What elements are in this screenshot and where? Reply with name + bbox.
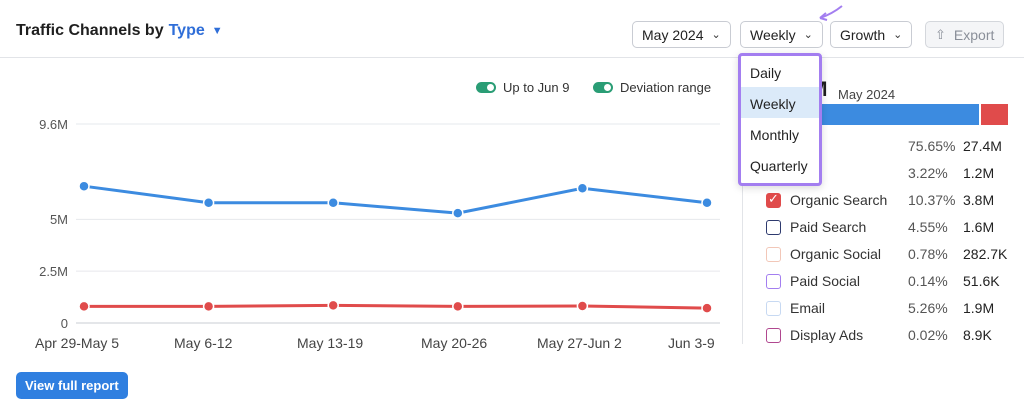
share-segment-organic-search (981, 104, 1008, 125)
data-point[interactable] (452, 300, 464, 313)
data-point[interactable] (202, 197, 215, 209)
export-button[interactable]: ⇧ Export (925, 21, 1005, 48)
channel-checkbox[interactable] (766, 191, 781, 208)
granularity-dropdown-label: Weekly (750, 26, 796, 43)
data-point[interactable] (576, 182, 589, 195)
granularity-menu: Daily Weekly Monthly Quarterly (738, 53, 822, 186)
summary-month: May 2024 (838, 87, 896, 102)
channel-checkbox[interactable] (766, 220, 781, 235)
channel-value: 1.9M (963, 300, 995, 316)
data-point[interactable] (78, 300, 90, 313)
channel-checkbox[interactable] (766, 247, 781, 262)
legend-label: Deviation range (620, 80, 712, 95)
x-tick-label: Jun 3-9 (668, 335, 715, 351)
channel-value: 1.6M (963, 219, 995, 235)
channel-row[interactable]: Email 5.26% 1.9M (766, 298, 1016, 318)
channel-percent: 75.65% (908, 138, 956, 154)
month-dropdown-label: May 2024 (642, 26, 704, 43)
channel-row[interactable]: Paid Social 0.14% 51.6K (766, 271, 1016, 291)
channel-row[interactable]: Organic Search 10.37% 3.8M (766, 190, 1016, 210)
series-line-1 (84, 303, 708, 310)
export-label: Export (953, 26, 995, 43)
data-point[interactable] (701, 302, 713, 314)
channel-row[interactable]: Display Ads 0.02% 8.9K (766, 325, 1016, 345)
legend-toggle-up-to-jun9[interactable]: Up to Jun 9 (476, 80, 570, 95)
x-tick-label: May 27-Jun 2 (537, 335, 622, 351)
x-tick-label: May 20-26 (421, 335, 488, 351)
channel-checkbox[interactable] (766, 301, 781, 316)
data-point[interactable] (576, 300, 589, 312)
toggle-switch-icon[interactable] (593, 82, 613, 93)
panel-divider (742, 58, 743, 344)
x-tick-label: May 6-12 (174, 335, 233, 351)
chevron-down-icon: ⌄ (711, 29, 721, 41)
channel-name: Paid Social (790, 273, 861, 289)
channel-percent: 0.02% (908, 327, 948, 343)
channel-value: 8.9K (963, 327, 992, 343)
channel-value: 3.8M (963, 192, 995, 208)
channel-percent: 0.78% (908, 246, 948, 262)
menu-item-weekly[interactable]: Weekly (741, 87, 819, 118)
channel-name: Paid Search (790, 219, 867, 235)
channel-row[interactable]: Paid Search 4.55% 1.6M (766, 217, 1016, 237)
data-point[interactable] (452, 207, 464, 219)
channel-percent: 4.55% (908, 219, 948, 235)
menu-item-monthly[interactable]: Monthly (750, 127, 800, 143)
metric-dropdown[interactable]: Growth ⌄ (830, 21, 913, 48)
title-prefix: Traffic Channels by (16, 22, 164, 39)
menu-item-daily[interactable]: Daily (750, 65, 782, 81)
metric-dropdown-label: Growth (840, 26, 886, 43)
header-divider (0, 57, 1024, 58)
pointer-arrow-icon (819, 5, 843, 21)
data-point[interactable] (701, 197, 713, 209)
channel-name: Organic Social (790, 246, 882, 262)
channel-name: Email (790, 300, 826, 316)
y-tick-label: 9.6M (39, 117, 68, 132)
channel-name: Display Ads (790, 327, 864, 343)
x-tick-label: Apr 29-May 5 (35, 335, 120, 351)
menu-item-quarterly[interactable]: Quarterly (750, 158, 808, 174)
channel-value: 282.7K (963, 246, 1008, 262)
data-point[interactable] (202, 300, 215, 313)
chevron-down-icon: ⌄ (893, 29, 903, 41)
channel-row[interactable]: Organic Social 0.78% 282.7K (766, 244, 1016, 264)
chevron-down-icon[interactable]: ▼ (211, 25, 223, 37)
month-dropdown[interactable]: May 2024 ⌄ (632, 21, 731, 48)
upload-icon: ⇧ (935, 26, 946, 42)
data-point[interactable] (78, 180, 90, 192)
toggle-switch-icon[interactable] (476, 82, 496, 93)
channel-checkbox[interactable] (766, 328, 781, 343)
y-tick-label: 0 (60, 316, 68, 331)
channel-checkbox[interactable] (766, 274, 781, 289)
channel-value: 51.6K (963, 273, 1000, 289)
y-tick-label: 2.5M (39, 264, 68, 279)
channel-value: 27.4M (963, 138, 1002, 154)
series-line-0 (83, 184, 708, 215)
legend-label: Up to Jun 9 (503, 80, 570, 95)
y-tick-label: 5M (49, 212, 68, 227)
channel-percent: 10.37% (908, 192, 956, 208)
line-chart (76, 123, 720, 324)
data-point[interactable] (327, 299, 339, 312)
view-full-report-button[interactable]: View full report (16, 372, 128, 399)
channel-percent: 3.22% (908, 165, 948, 181)
type-selector[interactable]: Type (168, 22, 205, 39)
data-point[interactable] (327, 197, 339, 209)
channel-name: Organic Search (790, 192, 888, 208)
legend-toggle-deviation-range[interactable]: Deviation range (593, 80, 711, 95)
channel-percent: 0.14% (908, 273, 948, 289)
chevron-down-icon: ⌄ (803, 29, 813, 41)
widget-title: Traffic Channels by Type ▼ (16, 22, 223, 40)
channel-percent: 5.26% (908, 300, 948, 316)
channel-value: 1.2M (963, 165, 995, 181)
x-tick-label: May 13-19 (297, 335, 364, 351)
granularity-dropdown[interactable]: Weekly ⌄ (740, 21, 823, 48)
